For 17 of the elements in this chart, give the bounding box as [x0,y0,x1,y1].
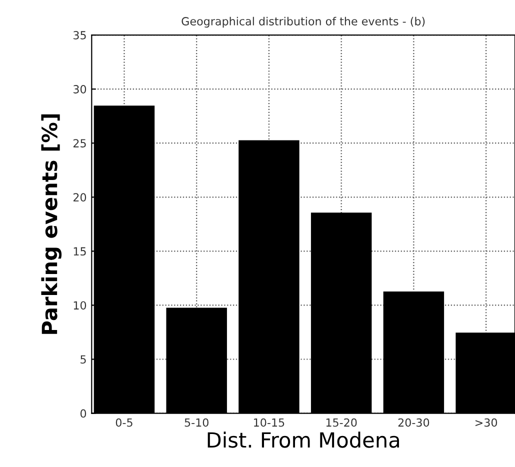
x-tick-label: 20-30 [398,418,430,427]
chart-title: Geographical distribution of the events - (b) [182,16,425,28]
x-tick-label: 5-10 [184,418,208,427]
x-tick-label: 15-20 [326,418,357,427]
y-axis-title: Parking events [%] [41,114,62,334]
x-axis-title: Dist. From Modena [208,432,399,448]
y-tick-label: 10 [74,301,86,310]
x-tick-label: 10-15 [254,418,284,427]
y-tick-label: 35 [74,31,86,40]
y-tick-label: 0 [80,409,86,418]
x-tick-label: 0-5 [116,418,132,427]
y-tick-label: 15 [74,247,86,256]
x-tick-label: >30 [476,418,498,427]
y-tick-label: 25 [73,139,86,148]
y-tick-label: 20 [73,193,86,202]
y-tick-label: 30 [74,85,86,94]
y-tick-label: 5 [80,355,86,364]
